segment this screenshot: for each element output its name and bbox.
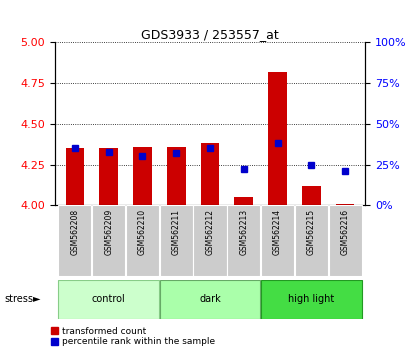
Bar — [328, 205, 362, 276]
Bar — [160, 280, 260, 319]
Bar — [261, 280, 362, 319]
Bar — [336, 204, 354, 205]
Bar — [295, 205, 328, 276]
Text: GSM562214: GSM562214 — [273, 209, 282, 255]
Text: GSM562210: GSM562210 — [138, 209, 147, 255]
Text: high light: high light — [288, 294, 334, 304]
Text: control: control — [92, 294, 126, 304]
Bar — [92, 205, 125, 276]
Text: GSM562208: GSM562208 — [71, 209, 79, 255]
Text: GSM562216: GSM562216 — [341, 209, 349, 255]
Text: GSM562211: GSM562211 — [172, 209, 181, 255]
Text: GSM562213: GSM562213 — [239, 209, 248, 255]
Bar — [100, 148, 118, 205]
Text: GSM562215: GSM562215 — [307, 209, 316, 255]
Bar — [261, 205, 294, 276]
Bar — [126, 205, 159, 276]
Bar — [160, 205, 193, 276]
Text: GSM562212: GSM562212 — [205, 209, 215, 255]
Text: dark: dark — [199, 294, 221, 304]
Legend: transformed count, percentile rank within the sample: transformed count, percentile rank withi… — [51, 327, 215, 347]
Bar — [234, 197, 253, 205]
Text: GSM562209: GSM562209 — [104, 209, 113, 255]
Bar — [58, 280, 159, 319]
Bar — [66, 148, 84, 205]
Bar — [58, 205, 92, 276]
Title: GDS3933 / 253557_at: GDS3933 / 253557_at — [141, 28, 279, 41]
Text: stress►: stress► — [4, 294, 41, 304]
Bar — [302, 186, 320, 205]
Bar — [201, 143, 219, 205]
Bar — [167, 147, 186, 205]
Bar — [268, 72, 287, 205]
Bar — [194, 205, 226, 276]
Bar — [227, 205, 260, 276]
Bar — [133, 147, 152, 205]
